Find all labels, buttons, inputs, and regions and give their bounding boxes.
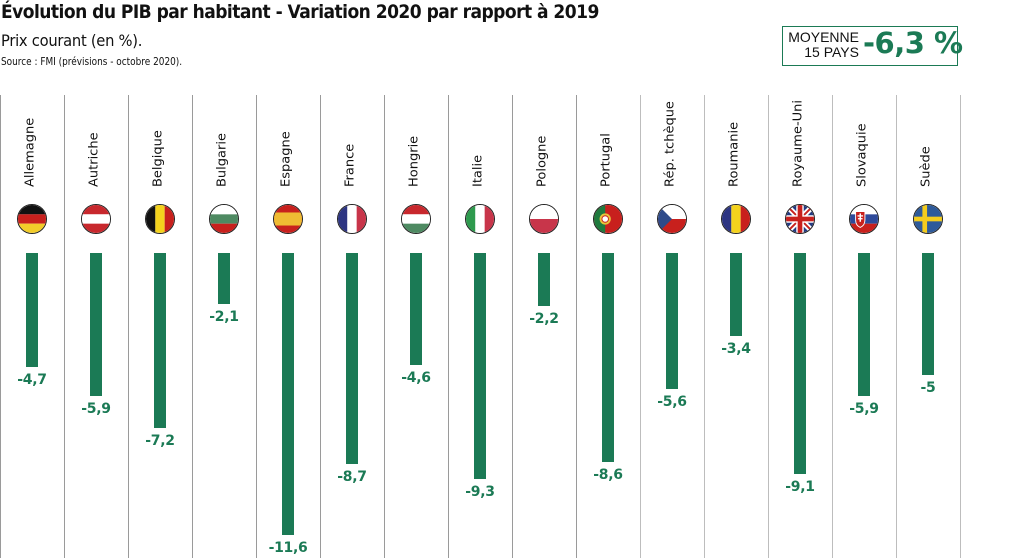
flag-portugal-icon xyxy=(593,204,623,234)
average-label: MOYENNE 15 PAYS xyxy=(788,29,859,60)
bar xyxy=(602,253,614,462)
column-divider xyxy=(320,95,321,558)
country-label: Hongrie xyxy=(407,135,422,187)
value-label: -9,1 xyxy=(785,479,815,496)
value-label: -5 xyxy=(920,379,936,396)
bar xyxy=(90,253,102,397)
value-label: -2,2 xyxy=(529,311,559,328)
column-divider xyxy=(576,95,577,558)
bar xyxy=(794,253,806,475)
value-label: -8,6 xyxy=(593,466,623,483)
value-label: -2,1 xyxy=(209,309,239,326)
column-divider xyxy=(512,95,513,558)
bar xyxy=(474,253,486,479)
column-divider xyxy=(192,95,193,558)
column-divider xyxy=(64,95,65,558)
flag-belgium-icon xyxy=(145,204,175,234)
country-label: Autriche xyxy=(87,132,102,187)
column-divider xyxy=(384,95,385,558)
column-divider xyxy=(896,95,897,558)
column-divider xyxy=(256,95,257,558)
country-label: Royaume-Uni xyxy=(791,99,806,187)
value-label: -11,6 xyxy=(268,539,308,556)
flag-spain-icon xyxy=(273,204,303,234)
country-label: France xyxy=(343,143,358,187)
country-label: Pologne xyxy=(535,135,550,187)
country-label: Roumanie xyxy=(727,121,742,187)
value-label: -5,9 xyxy=(849,401,879,418)
bar xyxy=(410,253,422,365)
flag-romania-icon xyxy=(721,204,751,234)
column-divider xyxy=(832,95,833,558)
flag-hungary-icon xyxy=(401,204,431,234)
flag-france-icon xyxy=(337,204,367,234)
flag-poland-icon xyxy=(529,204,559,234)
value-label: -4,7 xyxy=(17,372,47,389)
country-label: Rép. tchèque xyxy=(663,101,678,187)
bar xyxy=(730,253,742,336)
value-label: -9,3 xyxy=(465,483,495,500)
column-divider xyxy=(704,95,705,558)
value-label: -3,4 xyxy=(721,340,751,357)
bar xyxy=(922,253,934,375)
bar xyxy=(346,253,358,465)
country-label: Belgique xyxy=(151,130,166,187)
value-label: -5,6 xyxy=(657,394,687,411)
flag-sweden-icon xyxy=(913,204,943,234)
country-label: Suède xyxy=(919,146,934,187)
country-label: Italie xyxy=(471,154,486,187)
value-label: -8,7 xyxy=(337,469,367,486)
average-box: MOYENNE 15 PAYS -6,3 % xyxy=(782,26,963,66)
column-divider xyxy=(448,95,449,558)
country-label: Espagne xyxy=(279,131,294,187)
column-divider xyxy=(640,95,641,558)
chart-source: Source : FMI (prévisions - octobre 2020)… xyxy=(1,56,183,68)
bar xyxy=(154,253,166,428)
bar xyxy=(858,253,870,397)
average-value: -6,3 % xyxy=(863,26,963,60)
flag-austria-icon xyxy=(81,204,111,234)
column-divider xyxy=(0,95,1,558)
flag-czech-republic-icon xyxy=(657,204,687,234)
country-label: Portugal xyxy=(599,133,614,187)
column-divider xyxy=(960,95,961,558)
bar xyxy=(282,253,294,535)
value-label: -7,2 xyxy=(145,432,175,449)
bar xyxy=(218,253,230,305)
column-divider xyxy=(128,95,129,558)
flag-united-kingdom-icon xyxy=(785,204,815,234)
flag-bulgaria-icon xyxy=(209,204,239,234)
country-label: Allemagne xyxy=(23,117,38,187)
chart-title: Évolution du PIB par habitant - Variatio… xyxy=(1,1,599,23)
value-label: -4,6 xyxy=(401,369,431,386)
country-label: Slovaquie xyxy=(855,123,870,187)
chart-subtitle: Prix courant (en %). xyxy=(1,31,143,50)
bar xyxy=(26,253,38,368)
bar xyxy=(666,253,678,390)
flag-germany-icon xyxy=(17,204,47,234)
flag-slovakia-icon xyxy=(849,204,879,234)
flag-italy-icon xyxy=(465,204,495,234)
country-label: Bulgarie xyxy=(215,133,230,187)
column-divider xyxy=(768,95,769,558)
bar xyxy=(538,253,550,307)
value-label: -5,9 xyxy=(81,401,111,418)
